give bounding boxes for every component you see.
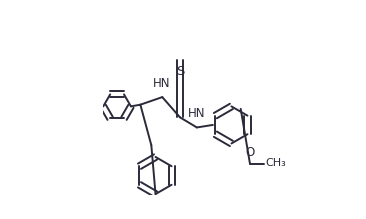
- Text: HN: HN: [188, 107, 206, 120]
- Text: CH₃: CH₃: [265, 158, 286, 168]
- Text: HN: HN: [153, 76, 170, 90]
- Text: S: S: [176, 65, 184, 78]
- Text: O: O: [245, 147, 255, 159]
